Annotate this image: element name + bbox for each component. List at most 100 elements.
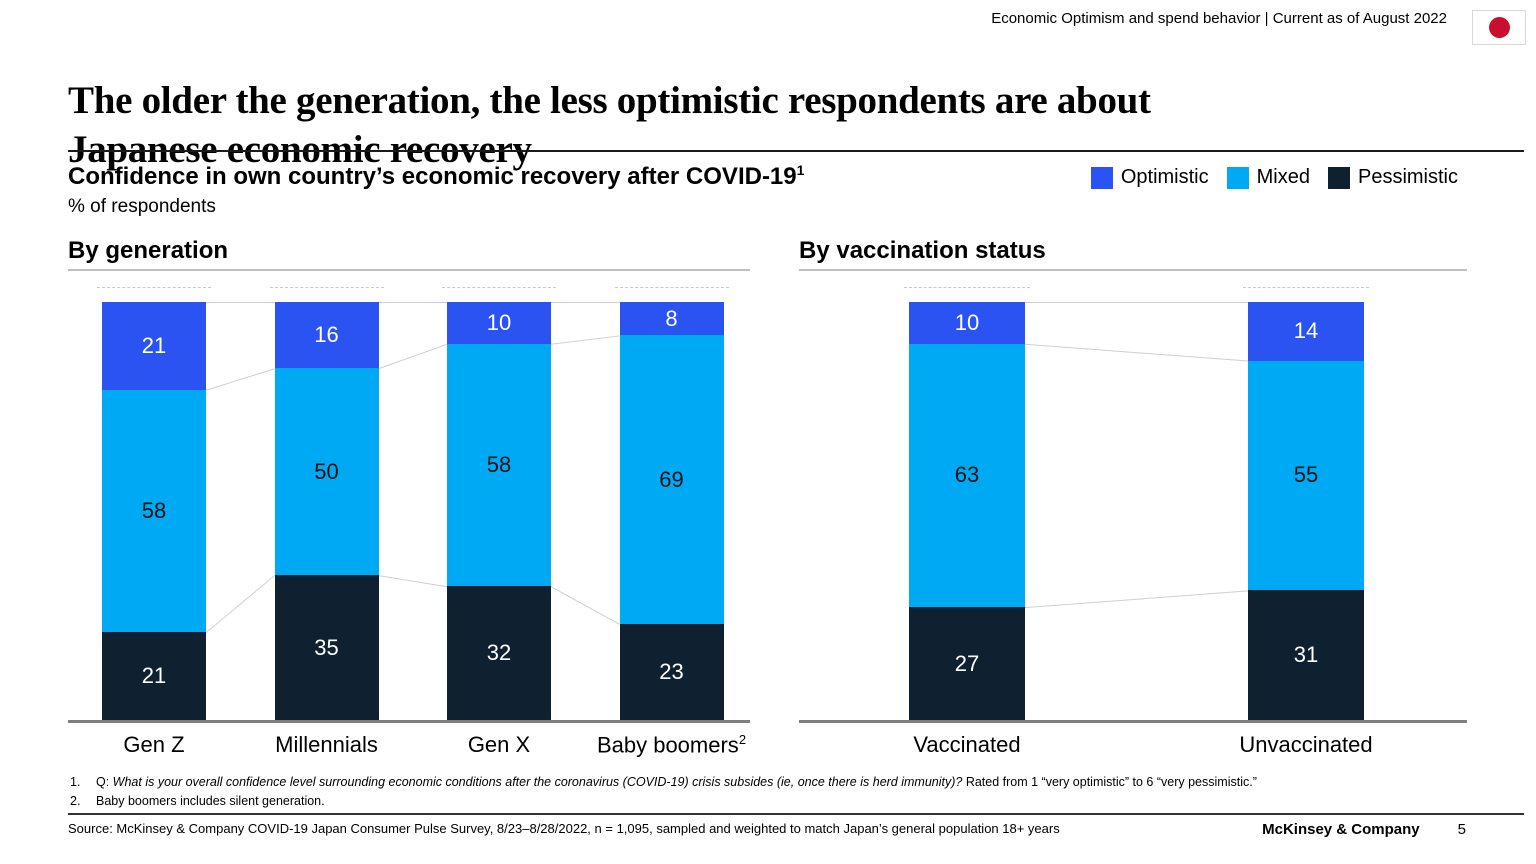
footnote-text: Q: What is your overall confidence level… bbox=[96, 775, 1257, 789]
footnote-1: 1. Q: What is your overall confidence lev… bbox=[70, 773, 1257, 792]
legend-label: Pessimistic bbox=[1357, 166, 1458, 188]
bar-value-label: 35 bbox=[314, 634, 339, 660]
eyebrow-text: Economic Optimism and spend behavior | C… bbox=[991, 10, 1447, 27]
bar-value-label: 58 bbox=[486, 452, 512, 478]
section-title-by-vaccination: By vaccination status bbox=[799, 237, 1046, 264]
connector-line bbox=[378, 343, 448, 370]
plot-area-by-vaccination: 10 63 27 Vaccinated 14 55 31 Unvaccinated bbox=[799, 287, 1467, 757]
connector-line bbox=[1024, 343, 1249, 362]
bar-total-cap bbox=[1243, 287, 1369, 288]
legend-swatch-icon bbox=[1226, 166, 1249, 189]
section-divider bbox=[799, 269, 1467, 271]
bar-value-label: 10 bbox=[954, 309, 980, 335]
footnote-number: 2. bbox=[70, 794, 81, 809]
title-divider bbox=[68, 150, 1524, 152]
connector-line bbox=[550, 586, 620, 625]
category-label: Unvaccinated bbox=[1239, 732, 1373, 757]
bar-value-label: 32 bbox=[486, 640, 512, 666]
bar-segment-mixed: 58 bbox=[447, 343, 551, 587]
bar-value-label: 27 bbox=[954, 650, 980, 676]
bar-segment-mixed: 58 bbox=[102, 389, 206, 633]
footnote-ref-2: 2 bbox=[738, 732, 747, 747]
legend-label: Mixed bbox=[1256, 166, 1310, 188]
chart-section-by-generation: By generation 21 58 21 Gen Z 16 50 35 Millennia… bbox=[68, 237, 750, 757]
bar-segment-optimistic: 14 bbox=[1248, 302, 1364, 361]
bar-segment-pessimistic: 31 bbox=[1248, 590, 1364, 720]
bar-total-cap bbox=[442, 287, 556, 288]
bar-total-cap bbox=[904, 287, 1030, 288]
source-line: Source: McKinsey & Company COVID-19 Japa… bbox=[68, 821, 1060, 836]
bar-value-label: 50 bbox=[314, 458, 339, 484]
legend-label: Optimistic bbox=[1120, 166, 1209, 188]
chart-subtitle: Confidence in own country’s economic rec… bbox=[68, 162, 804, 191]
connector-line bbox=[1024, 590, 1249, 609]
legend-swatch-icon bbox=[1327, 166, 1350, 189]
bar-segment-mixed: 55 bbox=[1248, 360, 1364, 591]
category-label: Gen X bbox=[467, 732, 531, 757]
connector-line bbox=[205, 575, 275, 634]
bar-total-cap bbox=[614, 287, 729, 288]
footnote-2: 2. Baby boomers includes silent generatio… bbox=[70, 792, 1257, 811]
footer-divider bbox=[68, 813, 1524, 815]
bar-segment-pessimistic: 23 bbox=[619, 623, 724, 720]
bar-value-label: 10 bbox=[486, 309, 512, 335]
page-title-line1: The older the generation, the less optim… bbox=[68, 79, 1151, 123]
bar-value-label: 69 bbox=[659, 466, 684, 492]
section-divider bbox=[68, 269, 750, 271]
category-label: Gen Z bbox=[123, 732, 185, 757]
connector-line bbox=[378, 575, 448, 588]
category-label: Baby boomers2 bbox=[596, 732, 747, 758]
bar-segment-optimistic: 16 bbox=[274, 302, 379, 369]
bar-value-label: 23 bbox=[659, 658, 684, 684]
bar-segment-optimistic: 10 bbox=[447, 302, 551, 344]
bar-column-vaccinated: 10 63 27 bbox=[909, 302, 1025, 720]
bar-value-label: 58 bbox=[141, 497, 167, 523]
bar-segment-mixed: 69 bbox=[619, 335, 724, 624]
bar-value-label: 14 bbox=[1293, 318, 1319, 344]
page-title: The older the generation, the less optim… bbox=[68, 76, 1524, 174]
legend: Optimistic Mixed Pessimistic bbox=[1090, 166, 1458, 189]
bar-segment-optimistic: 21 bbox=[102, 302, 206, 390]
bar-value-label: 63 bbox=[954, 462, 980, 488]
bar-column-baby-boomers: 8 69 23 bbox=[619, 302, 724, 720]
bar-segment-optimistic: 8 bbox=[619, 302, 724, 336]
bar-column-unvaccinated: 14 55 31 bbox=[1248, 302, 1364, 720]
segment-connector-lines bbox=[205, 302, 620, 634]
chart-section-by-vaccination: By vaccination status 10 63 27 Vaccinated 14… bbox=[799, 237, 1467, 757]
japan-flag-icon bbox=[1472, 10, 1526, 45]
segment-connector-lines bbox=[1024, 302, 1249, 609]
bar-value-label: 21 bbox=[141, 663, 167, 689]
bar-segment-pessimistic: 32 bbox=[447, 586, 551, 720]
footnote-number: 1. bbox=[70, 775, 81, 789]
chart-subtitle-text: Confidence in own country’s economic rec… bbox=[68, 163, 797, 190]
bar-segment-mixed: 50 bbox=[274, 368, 379, 576]
bar-total-cap bbox=[269, 287, 384, 288]
connector-line bbox=[550, 335, 620, 345]
legend-item-pessimistic: Pessimistic bbox=[1327, 166, 1458, 189]
connector-line bbox=[205, 368, 275, 391]
bar-column-gen-z: 21 58 21 bbox=[102, 302, 206, 720]
bar-segment-mixed: 63 bbox=[909, 343, 1025, 608]
legend-item-mixed: Mixed bbox=[1226, 166, 1310, 189]
bar-column-millennials: 16 50 35 bbox=[274, 302, 379, 720]
page-title-line2: Japanese economic recovery bbox=[68, 128, 532, 172]
japan-flag-circle bbox=[1488, 17, 1510, 38]
bar-value-label: 16 bbox=[314, 322, 339, 348]
category-label: Vaccinated bbox=[913, 732, 1021, 757]
bar-value-label: 8 bbox=[665, 305, 678, 331]
plot-area-by-generation: 21 58 21 Gen Z 16 50 35 Millennials 10 58 32 Gen X 8… bbox=[68, 287, 750, 757]
bar-value-label: 21 bbox=[141, 332, 167, 358]
footnote-text: Baby boomers includes silent generation. bbox=[96, 794, 325, 809]
brand-wordmark: McKinsey & Company bbox=[1262, 821, 1420, 838]
bar-column-gen-x: 10 58 32 bbox=[447, 302, 551, 720]
bar-segment-pessimistic: 35 bbox=[274, 575, 379, 720]
footnote-ref-1: 1 bbox=[796, 162, 805, 178]
footer: McKinsey & Company 5 bbox=[1262, 821, 1466, 838]
footnotes: 1. Q: What is your overall confidence lev… bbox=[70, 773, 1257, 812]
chart-unit-label: % of respondents bbox=[68, 196, 216, 217]
page-number: 5 bbox=[1457, 821, 1466, 838]
bar-segment-pessimistic: 27 bbox=[909, 607, 1025, 720]
section-title-by-generation: By generation bbox=[68, 237, 229, 264]
bar-segment-pessimistic: 21 bbox=[102, 632, 206, 720]
